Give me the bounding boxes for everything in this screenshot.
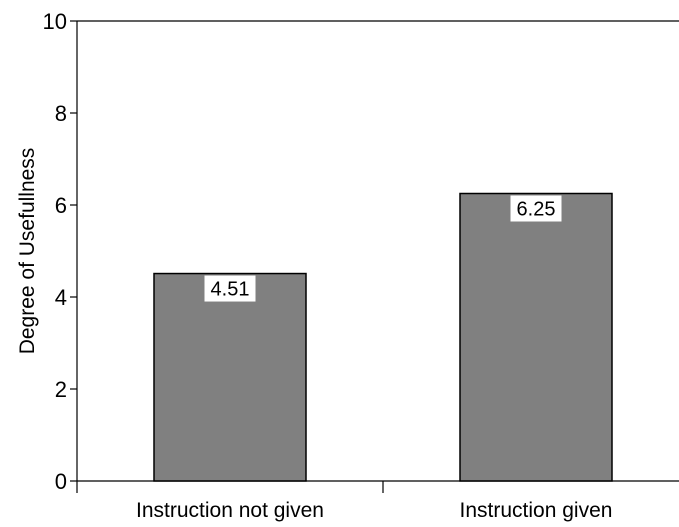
y-axis-ticks: 0 2 4 6 8 10 bbox=[43, 9, 77, 494]
bars: 4.51 6.25 bbox=[153, 192, 613, 482]
y-tick-label: 0 bbox=[55, 469, 67, 494]
y-axis-title: Degree of Usefullness bbox=[16, 148, 39, 355]
category-label: Instruction not given bbox=[136, 499, 324, 522]
x-axis-ticks bbox=[76, 481, 384, 493]
category-label: Instruction given bbox=[460, 499, 613, 522]
data-label: 4.51 bbox=[211, 279, 250, 301]
bar-1 bbox=[153, 272, 307, 482]
bar-2 bbox=[459, 192, 613, 482]
y-tick-label: 2 bbox=[55, 377, 67, 402]
data-label-box bbox=[204, 275, 256, 302]
y-tick-label: 6 bbox=[55, 193, 67, 218]
data-label-box bbox=[510, 195, 562, 222]
data-label: 6.25 bbox=[517, 199, 556, 221]
y-tick-label: 4 bbox=[55, 285, 67, 310]
y-tick-label: 8 bbox=[55, 101, 67, 126]
category-labels: Instruction not given Instruction given bbox=[136, 499, 612, 522]
y-tick-label: 10 bbox=[43, 9, 67, 34]
